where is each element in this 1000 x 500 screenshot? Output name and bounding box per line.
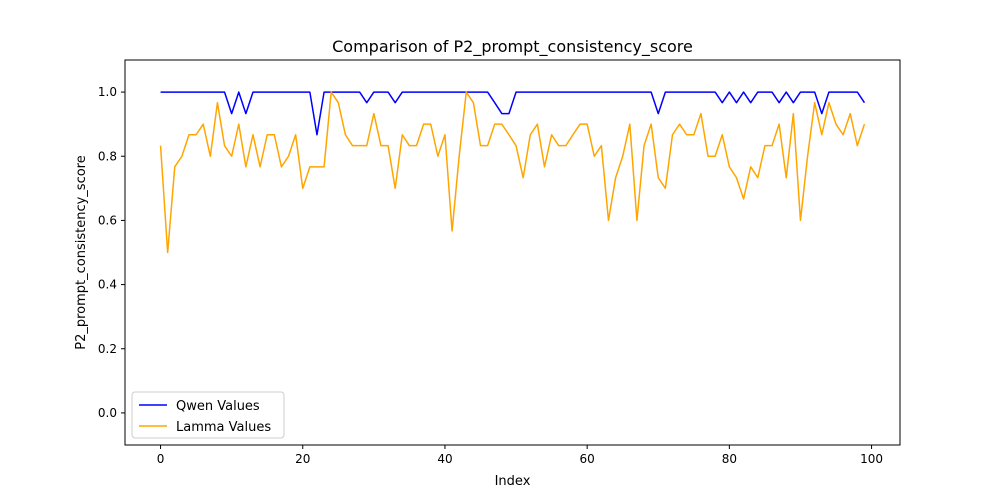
x-tick-label: 100 bbox=[860, 452, 883, 466]
series-line-qwen bbox=[160, 91, 866, 136]
legend-box bbox=[131, 391, 285, 439]
y-axis: 0.0 0.2 0.4 0.6 0.8 1.0 bbox=[98, 85, 125, 420]
legend-label-qwen: Qwen Values bbox=[176, 399, 260, 414]
legend: Qwen Values Lamma Values bbox=[131, 391, 285, 439]
y-tick-label: 0.4 bbox=[98, 278, 117, 292]
x-tick-label: 20 bbox=[295, 452, 310, 466]
series-layer bbox=[159, 91, 866, 254]
y-tick-label: 0.2 bbox=[98, 342, 117, 356]
y-tick-label: 0.0 bbox=[98, 406, 117, 420]
x-tick-label: 80 bbox=[722, 452, 737, 466]
series-line-lamma bbox=[159, 91, 866, 254]
axes-frame bbox=[124, 59, 901, 446]
x-axis: 0 20 40 60 80 100 bbox=[157, 445, 883, 466]
y-tick-label: 0.8 bbox=[98, 149, 117, 163]
y-axis-title: P2_prompt_consistency_score bbox=[74, 155, 89, 350]
y-tick-label: 1.0 bbox=[98, 85, 117, 99]
legend-label-lamma: Lamma Values bbox=[176, 420, 271, 435]
x-tick-label: 0 bbox=[157, 452, 165, 466]
x-axis-title: Index bbox=[495, 474, 531, 489]
x-tick-label: 60 bbox=[580, 452, 595, 466]
y-tick-label: 0.6 bbox=[98, 213, 117, 227]
plot-area: 0 20 40 60 80 100 0.0 0.2 0.4 0.6 0.8 1.0 bbox=[98, 59, 901, 466]
x-tick-label: 40 bbox=[437, 452, 452, 466]
chart-title: Comparison of P2_prompt_consistency_scor… bbox=[332, 37, 693, 57]
